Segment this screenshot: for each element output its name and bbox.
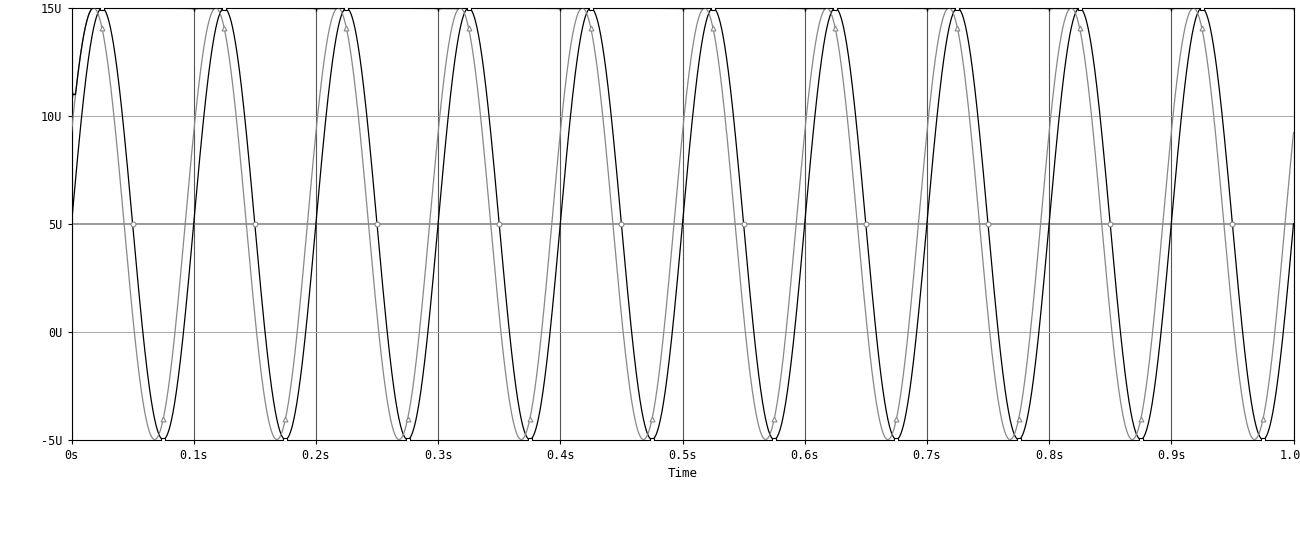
X-axis label: Time: Time — [667, 467, 698, 480]
